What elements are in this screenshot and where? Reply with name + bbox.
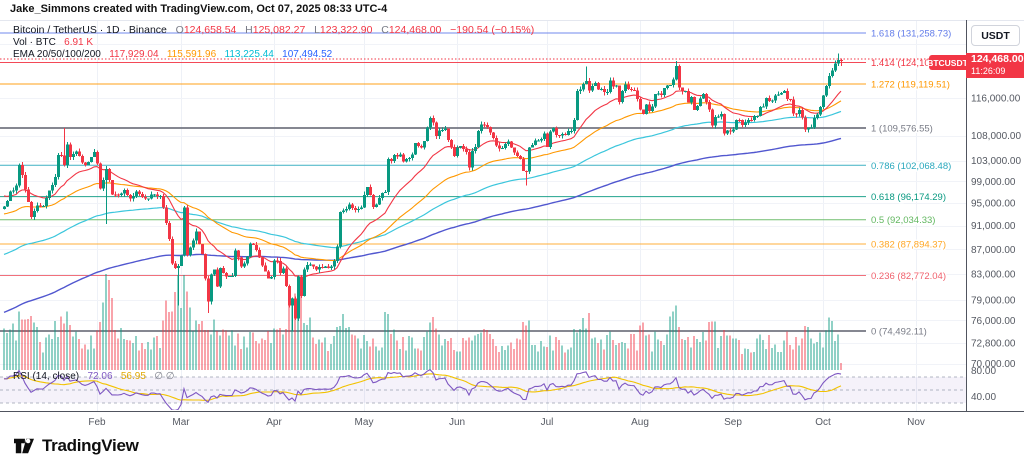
- ema-legend[interactable]: EMA 20/50/100/200 117,929.04 115,591.96 …: [13, 49, 332, 60]
- tradingview-logo-icon: [14, 438, 34, 454]
- fib-label-0.382: 0.382 (87,894.37): [871, 239, 946, 250]
- last-price-badge: 124,468.00 11:26:09: [966, 53, 1024, 78]
- rsi-legend[interactable]: RSI (14, close) 72.06 56.95 ∅ ∅: [13, 371, 174, 382]
- axis-label: Nov: [907, 417, 925, 428]
- tradingview-footer[interactable]: TradingView: [13, 436, 139, 456]
- axis-label: 76,000.00: [971, 316, 1016, 327]
- axis-label: May: [355, 417, 374, 428]
- axis-label: 103,000.00: [971, 156, 1021, 167]
- fib-label-0.618: 0.618 (96,174.29): [871, 192, 946, 203]
- change-value: −190.54 (−0.15%): [450, 24, 535, 36]
- axis-label: Feb: [88, 417, 106, 428]
- currency-toggle-button[interactable]: USDT: [971, 25, 1020, 46]
- low-value: 123,322.90: [319, 24, 373, 36]
- fib-label-0.236: 0.236 (82,772.04): [871, 271, 946, 282]
- ema50-value: 115,591.96: [166, 49, 217, 60]
- axis-label: 91,000.00: [971, 221, 1016, 232]
- axis-label: 70,000.00: [971, 359, 1016, 370]
- fib-label-0: 0 (74,492.11): [871, 326, 927, 337]
- low-label: L: [314, 24, 320, 36]
- bar-countdown: 11:26:09: [971, 66, 1006, 76]
- axis-label: 99,000.00: [971, 177, 1016, 188]
- axis-label: 87,000.00: [971, 245, 1016, 256]
- open-value: 124,658.54: [183, 24, 237, 36]
- rsi-label: RSI (14, close): [13, 371, 80, 382]
- axis-label: Jun: [449, 417, 465, 428]
- fib-label-1: 1 (109,576.55): [871, 123, 933, 134]
- fib-label-0.5: 0.5 (92,034.33): [871, 215, 935, 226]
- axis-label: Sep: [724, 417, 742, 428]
- volume-value: 6.91 K: [64, 37, 94, 48]
- tradingview-logo-text: TradingView: [42, 436, 139, 455]
- axis-label: 108,000.00: [971, 131, 1021, 142]
- symbol-price-tag: BTCUSDT: [927, 55, 968, 70]
- axis-label: Mar: [172, 417, 190, 428]
- axis-label: Aug: [631, 417, 649, 428]
- open-label: O: [175, 24, 184, 36]
- volume-label: Vol · BTC: [13, 37, 56, 48]
- axis-label: Apr: [266, 417, 282, 428]
- axis-label: Jul: [541, 417, 554, 428]
- rsi-ma-value: 56.95: [120, 371, 146, 382]
- last-price-value: 124,468.00: [971, 53, 1024, 65]
- symbol-title: Bitcoin / TetherUS · 1D · Binance: [13, 24, 167, 36]
- fib-label-0.786: 0.786 (102,068.48): [871, 161, 951, 172]
- ema20-value: 117,929.04: [109, 49, 159, 60]
- axis-label: 116,000.00: [971, 94, 1021, 105]
- axis-label: 79,000.00: [971, 296, 1016, 307]
- ema200-value: 107,494.52: [282, 49, 333, 60]
- symbol-legend[interactable]: Bitcoin / TetherUS · 1D · Binance O124,6…: [13, 24, 534, 36]
- high-value: 125,082.27: [252, 24, 306, 36]
- rsi-empty-values: ∅ ∅: [154, 371, 175, 382]
- ema-label: EMA 20/50/100/200: [13, 49, 101, 60]
- axis-label: 95,000.00: [971, 199, 1016, 210]
- close-label: C: [381, 24, 389, 36]
- fib-label-1.272: 1.272 (119,119.51): [871, 80, 950, 91]
- axis-label: 40.00: [971, 392, 996, 403]
- ema100-value: 113,225.44: [224, 49, 274, 60]
- fib-label-1.618: 1.618 (131,258.73): [871, 28, 951, 39]
- axis-label: 83,000.00: [971, 270, 1016, 281]
- high-label: H: [245, 24, 253, 36]
- volume-legend[interactable]: Vol · BTC 6.91 K: [13, 37, 93, 48]
- attribution-text: Jake_Simmons created with TradingView.co…: [10, 3, 388, 15]
- rsi-value: 72.06: [87, 371, 113, 382]
- axis-label: 72,800.00: [971, 339, 1016, 350]
- axis-label: 80.00: [971, 366, 996, 377]
- close-value: 124,468.00: [388, 24, 442, 36]
- axis-label: Oct: [815, 417, 831, 428]
